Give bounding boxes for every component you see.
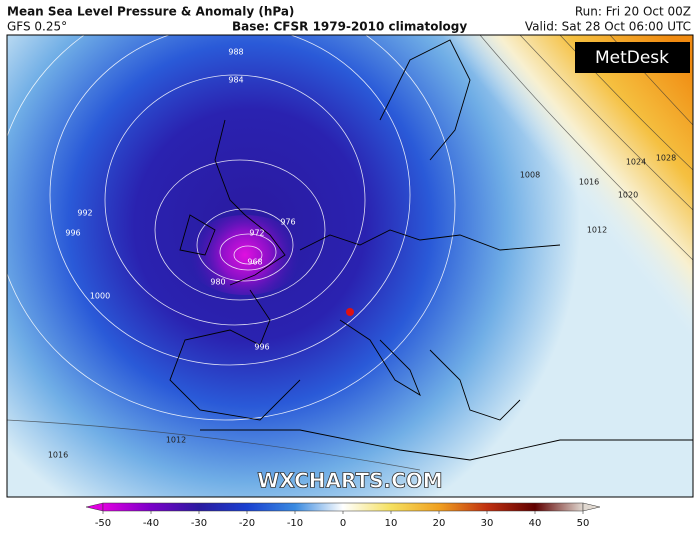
isobar-label: 972 <box>249 229 264 238</box>
map: 988 984 992 996 1000 976 972 968 980 996 1008 1012 1… <box>0 0 693 497</box>
isobar-label: 1000 <box>90 292 110 301</box>
colorbar-max-arrow <box>582 502 601 512</box>
isobar-label: 1008 <box>520 171 540 180</box>
colorbar-min-arrow <box>85 502 104 512</box>
isobar-label: 976 <box>280 218 295 227</box>
isobar-labels: 988 984 992 996 1000 976 972 968 980 996 1008 1012 1… <box>48 48 676 460</box>
isobars <box>0 0 455 420</box>
isobar-label: 1012 <box>587 226 607 235</box>
header: Mean Sea Level Pressure & Anomaly (hPa) … <box>7 5 691 34</box>
coastlines <box>169 39 693 461</box>
positive-anomaly <box>7 35 693 497</box>
colorbar-tick-label: 20 <box>433 518 446 529</box>
colorbar-tick-label: -20 <box>239 518 255 529</box>
base-label: Base: CFSR 1979-2010 climatology <box>232 20 467 34</box>
isobar-label: 996 <box>254 343 269 352</box>
isobar-label: 980 <box>210 278 225 287</box>
isobar-label: 988 <box>228 48 243 57</box>
low-core <box>185 215 305 295</box>
colorbar-tick-label: 30 <box>481 518 494 529</box>
isobar-label: 984 <box>228 76 243 85</box>
colorbar-tick-label: 40 <box>529 518 542 529</box>
colorbar-tick-label: 10 <box>385 518 398 529</box>
colorbar-tick-label: -40 <box>143 518 159 529</box>
colorbar-tick-label: -10 <box>287 518 303 529</box>
map-frame <box>6 34 694 498</box>
isobar-label: 1024 <box>626 158 646 167</box>
colorbar-tick-label: -30 <box>191 518 207 529</box>
isobar-label: 1016 <box>579 178 599 187</box>
run-time: Run: Fri 20 Oct 00Z <box>575 5 691 19</box>
colorbar-bar <box>102 502 584 512</box>
isobar-label: 1012 <box>166 436 186 445</box>
colorbar-tick-label: 0 <box>340 518 346 529</box>
valid-time: Valid: Sat 28 Oct 06:00 UTC <box>525 20 691 34</box>
title: Mean Sea Level Pressure & Anomaly (hPa) <box>7 5 294 19</box>
isobar-label: 1016 <box>48 451 68 460</box>
isobar-label: 1028 <box>656 154 676 163</box>
logo-box <box>575 42 690 73</box>
logo: MetDesk <box>595 48 669 68</box>
location-marker <box>346 308 354 316</box>
colorbar: -50 -40 -30 -20 -10 0 10 20 30 40 50 <box>85 502 601 529</box>
colorbar-tick-label: -50 <box>95 518 111 529</box>
isobar-label: 992 <box>77 209 92 218</box>
isobar-label: 996 <box>65 229 80 238</box>
watermark: WXCHARTS.COM <box>257 469 442 493</box>
isobar-label: 968 <box>247 258 262 267</box>
colorbar-tick-label: 50 <box>577 518 590 529</box>
model: GFS 0.25° <box>7 20 67 34</box>
isobar-label: 1020 <box>618 191 638 200</box>
